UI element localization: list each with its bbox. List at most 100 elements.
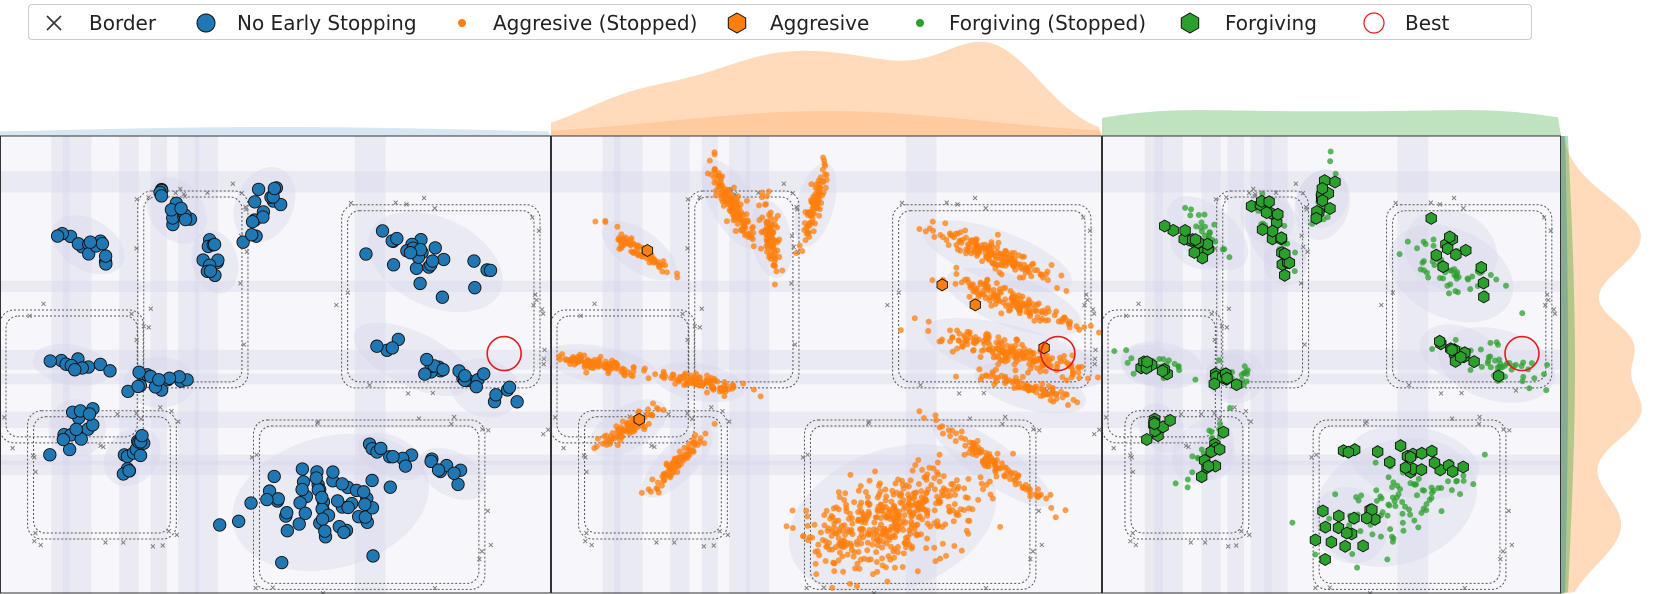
- data-point: [920, 415, 927, 422]
- data-point: [966, 330, 973, 337]
- data-point: [1341, 526, 1353, 540]
- data-point: [995, 239, 1002, 246]
- border-marker: [148, 306, 154, 312]
- border-marker: [592, 301, 597, 307]
- data-point: [906, 508, 913, 515]
- border-marker: [1198, 411, 1204, 417]
- data-point: [1000, 285, 1007, 292]
- data-point: [770, 262, 777, 269]
- data-point: [1148, 417, 1161, 431]
- data-point: [929, 277, 936, 284]
- data-point: [1034, 486, 1041, 493]
- border-marker: [1, 415, 7, 420]
- border-marker: [1002, 414, 1008, 420]
- marginal-no-early-stopping: [0, 127, 551, 136]
- border-marker: [166, 528, 172, 534]
- data-point: [1066, 324, 1073, 331]
- data-point: [965, 530, 972, 537]
- ring-icon: [1363, 12, 1385, 34]
- data-point: [932, 558, 939, 565]
- border-marker: [1309, 455, 1314, 460]
- data-point: [970, 339, 977, 346]
- border-marker: [791, 244, 797, 250]
- border-marker: [1092, 361, 1098, 367]
- data-point: [975, 496, 982, 503]
- data-point: [882, 564, 889, 571]
- data-point: [1171, 360, 1178, 367]
- data-point: [1312, 551, 1319, 558]
- data-point: [1332, 491, 1339, 498]
- marginal-right-no-early-stopping: [1561, 136, 1568, 594]
- data-point: [593, 443, 600, 450]
- border-marker: [1506, 508, 1512, 514]
- data-point: [1019, 485, 1026, 492]
- data-point: [821, 512, 828, 519]
- data-point: [68, 363, 82, 377]
- data-point: [918, 488, 925, 495]
- data-point: [963, 250, 970, 257]
- border-marker: [692, 323, 698, 329]
- data-point: [477, 367, 491, 381]
- data-point: [793, 249, 800, 256]
- border-marker: [896, 290, 902, 295]
- border-marker: [430, 390, 436, 396]
- data-point: [203, 264, 218, 278]
- data-point: [831, 568, 838, 575]
- border-marker: [1096, 427, 1102, 433]
- data-point: [133, 448, 148, 463]
- data-point: [986, 297, 993, 304]
- data-point: [750, 243, 757, 250]
- data-point: [796, 242, 803, 249]
- density-band: [551, 454, 1102, 466]
- data-point: [659, 261, 666, 268]
- data-point: [1050, 398, 1057, 405]
- border-marker: [1506, 427, 1512, 433]
- data-point: [932, 412, 939, 419]
- data-point: [767, 255, 774, 262]
- data-point: [803, 225, 810, 232]
- data-point: [977, 448, 984, 455]
- data-point: [366, 549, 380, 563]
- data-point: [649, 476, 656, 483]
- legend-label: Forgiving (Stopped): [949, 11, 1147, 35]
- data-point: [936, 451, 943, 458]
- data-point: [1493, 276, 1500, 283]
- border-marker: [1091, 311, 1097, 317]
- density-band: [670, 136, 690, 594]
- series-aggresive-stopped-: [555, 149, 1102, 591]
- data-point: [985, 339, 992, 346]
- density-band: [1102, 280, 1561, 293]
- data-point: [931, 507, 938, 514]
- data-point: [860, 526, 867, 533]
- data-point: [835, 517, 842, 524]
- data-point: [409, 261, 424, 275]
- data-point: [1327, 148, 1334, 155]
- data-point: [1399, 498, 1406, 505]
- data-point: [645, 375, 652, 382]
- data-point: [815, 541, 822, 548]
- data-point: [295, 482, 309, 497]
- data-point: [1446, 343, 1458, 357]
- data-point: [836, 493, 843, 500]
- border-contour: [892, 204, 1092, 389]
- data-point: [762, 201, 769, 208]
- data-point: [1384, 512, 1391, 519]
- data-point: [867, 531, 874, 538]
- data-point: [621, 235, 628, 242]
- density-band: [0, 454, 551, 466]
- data-point: [1076, 374, 1083, 381]
- data-point: [923, 489, 930, 496]
- data-point: [1377, 533, 1384, 540]
- border-marker: [479, 548, 485, 554]
- data-point: [740, 211, 747, 218]
- data-point: [638, 489, 645, 496]
- data-point: [1164, 413, 1176, 427]
- border-marker: [899, 200, 905, 206]
- density-band: [1397, 136, 1429, 594]
- data-point: [835, 506, 842, 513]
- border-marker: [1243, 408, 1249, 414]
- density-band: [0, 280, 551, 293]
- data-point: [979, 486, 986, 493]
- data-point: [967, 282, 974, 289]
- hexagon-icon: [1180, 12, 1200, 34]
